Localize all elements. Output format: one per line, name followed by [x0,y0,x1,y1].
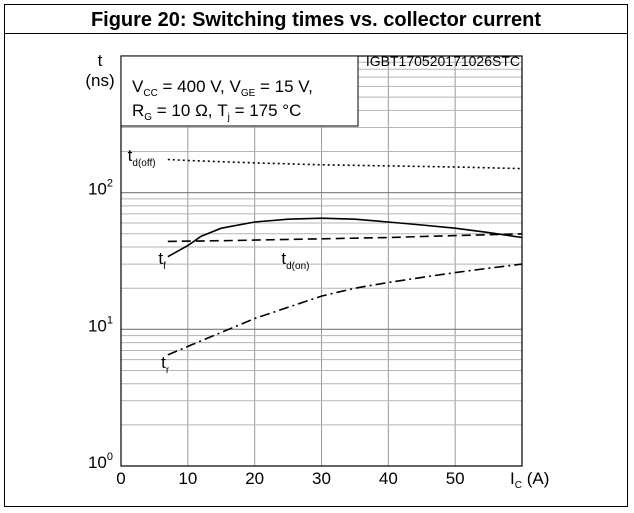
series-line-t-r [167,263,523,356]
figure-code: IGBT170520171026STC [366,53,520,69]
series-label-t-d(off): td(off) [128,146,156,169]
series-line-t-d(on) [167,233,523,243]
x-tick-label: 10 [178,469,197,488]
series-label-t-d(on): td(on) [281,249,309,272]
series-line-t-f [167,217,523,258]
text-layer: 0 10 20 30 40 50 100 101 102 t(ns) IC (A) IGBT17052… [85,51,549,491]
y-axis-label: t [98,51,103,70]
series-line-t-d(off) [167,158,523,170]
conditions-line-2: RG = 10 Ω, Tj = 175 °C [132,101,301,123]
y-tick-label: 101 [88,314,113,335]
series-label-t-f: tf [158,249,166,272]
series-layer [167,158,523,356]
x-tick-label: 30 [312,469,331,488]
title-bar: Figure 20: Switching times vs. collector… [4,4,628,34]
conditions-box [120,55,359,127]
y-axis-unit: (ns) [85,71,114,90]
conditions-line-1: VCC = 400 V, VGE = 15 V, [132,77,313,99]
x-axis-label: IC (A) [510,469,549,491]
y-tick-label: 102 [88,178,113,199]
x-tick-label: 0 [116,469,125,488]
x-tick-label: 20 [245,469,264,488]
series-label-t-r: tr [161,353,170,376]
figure-title: Figure 20: Switching times vs. collector… [90,9,542,31]
x-tick-label: 50 [446,469,465,488]
y-tick-label: 100 [88,451,113,472]
x-tick-label: 40 [379,469,398,488]
figure-frame [4,4,628,507]
